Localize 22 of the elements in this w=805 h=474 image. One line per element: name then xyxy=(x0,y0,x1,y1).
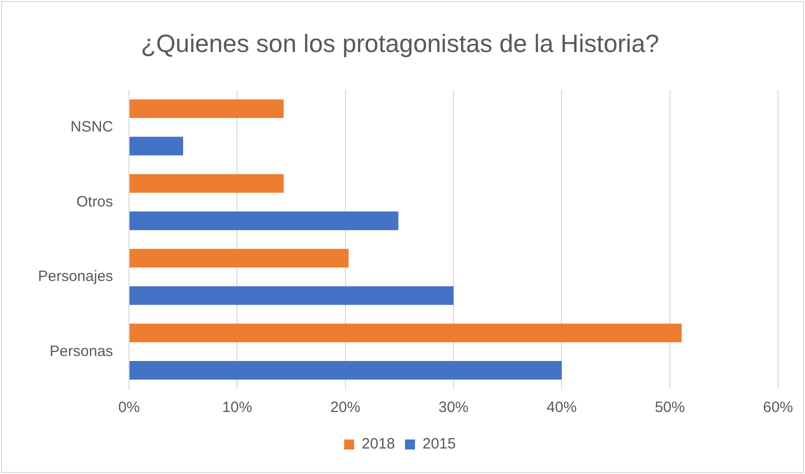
bar xyxy=(130,286,454,305)
y-tick-label: Personas xyxy=(50,342,114,360)
y-tick-label: Otros xyxy=(76,193,114,210)
y-tick-label: Personajes xyxy=(38,268,114,286)
bar xyxy=(130,136,184,156)
bar xyxy=(130,324,682,342)
bar xyxy=(130,211,398,230)
legend-label: 2015 xyxy=(422,436,456,453)
legend-label: 2018 xyxy=(362,436,396,453)
chart-title: ¿Quienes son los protagonistas de la Historia? xyxy=(140,30,660,58)
x-tick-label: 0% xyxy=(118,399,140,416)
y-tick-label: NSNC xyxy=(70,118,114,136)
x-tick-label: 20% xyxy=(330,399,360,416)
bar xyxy=(130,360,562,380)
x-tick-label: 40% xyxy=(546,399,577,416)
bar xyxy=(130,174,284,193)
bar xyxy=(130,248,349,268)
x-tick-label: 30% xyxy=(438,399,469,416)
x-tick-label: 50% xyxy=(654,399,685,416)
bar xyxy=(130,99,284,118)
x-tick-label: 60% xyxy=(762,399,794,416)
x-tick-label: 10% xyxy=(222,399,252,416)
